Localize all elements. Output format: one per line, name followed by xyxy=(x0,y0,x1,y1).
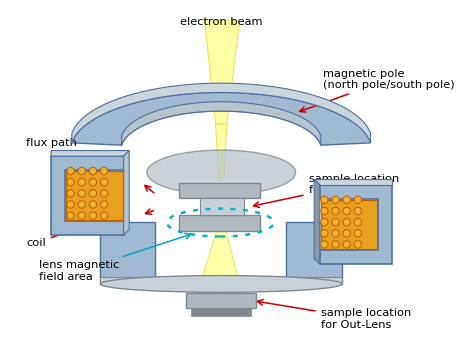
Polygon shape xyxy=(286,222,342,284)
Circle shape xyxy=(100,212,108,219)
Circle shape xyxy=(343,241,350,248)
Circle shape xyxy=(89,212,97,219)
Text: flux path: flux path xyxy=(26,138,95,160)
Circle shape xyxy=(354,218,362,226)
Polygon shape xyxy=(72,92,371,145)
Circle shape xyxy=(332,196,339,203)
Circle shape xyxy=(89,167,97,175)
Polygon shape xyxy=(198,231,242,291)
Circle shape xyxy=(67,167,74,175)
Polygon shape xyxy=(179,182,260,198)
Circle shape xyxy=(321,207,328,215)
Circle shape xyxy=(354,241,362,248)
Circle shape xyxy=(78,212,85,219)
Polygon shape xyxy=(186,293,255,308)
Text: sample location
for Out-Lens: sample location for Out-Lens xyxy=(257,300,411,330)
Circle shape xyxy=(332,241,339,248)
Polygon shape xyxy=(216,124,227,178)
Polygon shape xyxy=(51,156,124,235)
Circle shape xyxy=(332,230,339,237)
Text: magnetic pole
(north pole/south pole): magnetic pole (north pole/south pole) xyxy=(300,69,455,112)
Circle shape xyxy=(78,167,85,175)
Circle shape xyxy=(67,201,74,208)
Circle shape xyxy=(100,190,108,197)
Ellipse shape xyxy=(100,275,342,292)
Polygon shape xyxy=(122,102,321,145)
Circle shape xyxy=(321,230,328,237)
Polygon shape xyxy=(200,198,244,215)
Text: lens magnetic
field area: lens magnetic field area xyxy=(39,233,191,282)
Polygon shape xyxy=(204,20,240,124)
Polygon shape xyxy=(72,83,371,143)
Text: coil: coil xyxy=(26,219,101,248)
Circle shape xyxy=(332,218,339,226)
Circle shape xyxy=(343,196,350,203)
Circle shape xyxy=(343,218,350,226)
Circle shape xyxy=(78,179,85,186)
Polygon shape xyxy=(100,222,155,284)
Polygon shape xyxy=(314,179,320,264)
Circle shape xyxy=(100,201,108,208)
Polygon shape xyxy=(191,308,251,316)
Circle shape xyxy=(67,190,74,197)
Circle shape xyxy=(354,207,362,215)
Circle shape xyxy=(100,179,108,186)
Ellipse shape xyxy=(147,150,296,195)
Circle shape xyxy=(343,230,350,237)
Bar xyxy=(321,200,377,249)
Text: sample location
for In-Lens: sample location for In-Lens xyxy=(254,174,399,207)
Circle shape xyxy=(321,196,328,203)
Circle shape xyxy=(89,201,97,208)
Circle shape xyxy=(332,207,339,215)
Polygon shape xyxy=(51,151,129,156)
Circle shape xyxy=(354,196,362,203)
Circle shape xyxy=(321,241,328,248)
Bar xyxy=(66,171,123,220)
Circle shape xyxy=(89,190,97,197)
Polygon shape xyxy=(124,151,129,235)
Polygon shape xyxy=(100,277,342,284)
Circle shape xyxy=(354,230,362,237)
Circle shape xyxy=(343,207,350,215)
Circle shape xyxy=(321,218,328,226)
Circle shape xyxy=(67,179,74,186)
Text: electron beam: electron beam xyxy=(180,17,263,27)
Circle shape xyxy=(67,212,74,219)
Polygon shape xyxy=(314,179,392,185)
Circle shape xyxy=(89,179,97,186)
Circle shape xyxy=(100,167,108,175)
Circle shape xyxy=(78,201,85,208)
Polygon shape xyxy=(320,185,392,264)
Polygon shape xyxy=(179,215,260,231)
Circle shape xyxy=(78,190,85,197)
